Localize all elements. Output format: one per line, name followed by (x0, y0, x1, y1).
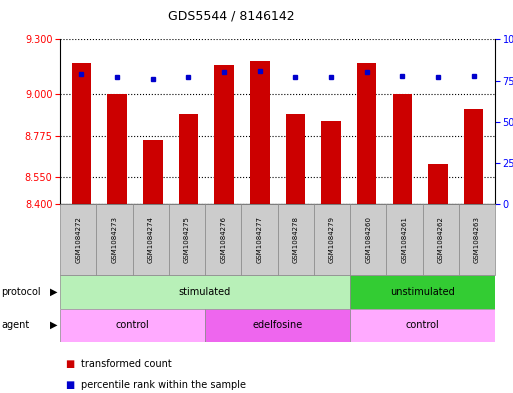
Text: transformed count: transformed count (81, 358, 171, 369)
Bar (205, 309, 350, 342)
Bar (350, 275, 495, 309)
Text: GSM1084263: GSM1084263 (474, 216, 480, 263)
Text: GSM1084275: GSM1084275 (184, 216, 190, 263)
Text: edelfosine: edelfosine (252, 320, 303, 330)
Text: unstimulated: unstimulated (390, 287, 455, 297)
Bar (107, 94, 127, 204)
Text: GSM1084276: GSM1084276 (220, 216, 226, 263)
Text: ▶: ▶ (50, 320, 57, 330)
Text: control: control (406, 320, 440, 330)
Text: GSM1084262: GSM1084262 (438, 216, 444, 263)
Text: ■: ■ (65, 358, 74, 369)
Text: GDS5544 / 8146142: GDS5544 / 8146142 (168, 10, 294, 23)
Bar (350, 309, 495, 342)
Text: GSM1084279: GSM1084279 (329, 216, 335, 263)
Bar (286, 114, 305, 204)
Text: control: control (115, 320, 149, 330)
Bar (72, 63, 91, 204)
Bar (464, 109, 483, 204)
Text: GSM1084261: GSM1084261 (401, 216, 407, 263)
Text: ■: ■ (65, 380, 74, 390)
Text: stimulated: stimulated (179, 287, 231, 297)
Text: GSM1084274: GSM1084274 (148, 216, 154, 263)
Text: ▶: ▶ (50, 287, 57, 297)
Bar (60, 275, 350, 309)
Bar (143, 140, 163, 204)
Text: agent: agent (1, 320, 29, 330)
Bar (392, 94, 412, 204)
Text: GSM1084260: GSM1084260 (365, 216, 371, 263)
Bar (179, 114, 198, 204)
Text: GSM1084278: GSM1084278 (292, 216, 299, 263)
Text: percentile rank within the sample: percentile rank within the sample (81, 380, 246, 390)
Text: protocol: protocol (1, 287, 41, 297)
Bar (250, 61, 269, 204)
Bar (428, 164, 448, 204)
Bar (214, 65, 234, 204)
Text: GSM1084272: GSM1084272 (75, 216, 81, 263)
Bar (321, 121, 341, 204)
Text: GSM1084273: GSM1084273 (111, 216, 117, 263)
Bar (60, 309, 205, 342)
Text: GSM1084277: GSM1084277 (256, 216, 263, 263)
Bar (357, 63, 377, 204)
